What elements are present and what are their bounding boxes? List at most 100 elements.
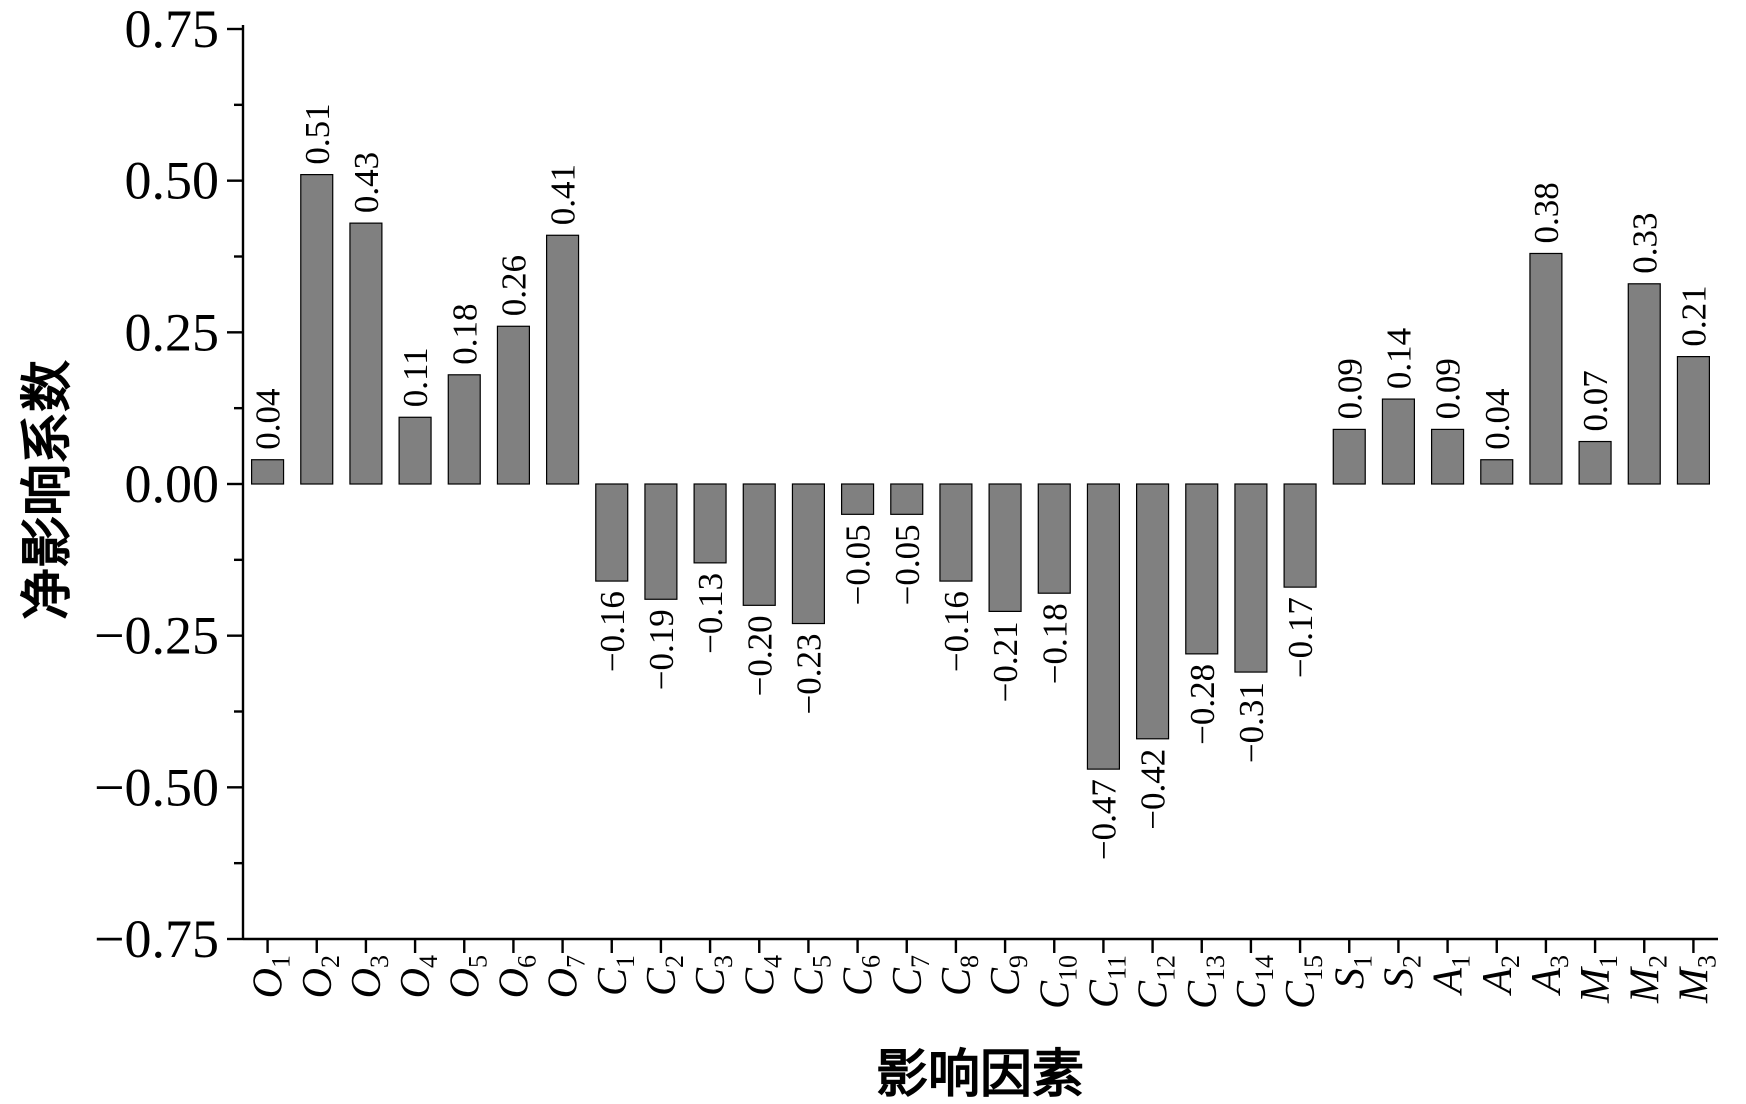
- x-tick-label: O1: [246, 955, 296, 998]
- y-tick-label: 0.50: [125, 151, 220, 211]
- x-tick-label: C12: [1131, 955, 1181, 1009]
- x-tick-label: S1: [1327, 955, 1377, 989]
- bar: [496, 325, 531, 485]
- x-tick-label: C2: [639, 955, 689, 996]
- data-label: 0.41: [544, 164, 583, 225]
- data-label: 0.51: [298, 103, 337, 164]
- bar: [890, 483, 924, 515]
- bar: [1430, 428, 1465, 485]
- data-label: 0.04: [249, 388, 288, 449]
- data-label: 0.43: [347, 152, 386, 213]
- x-tick-label: O5: [442, 955, 492, 998]
- data-label: 0.33: [1625, 213, 1664, 274]
- bar: [300, 174, 334, 485]
- bar: [1283, 483, 1317, 588]
- bar: [693, 483, 727, 564]
- data-label: −0.47: [1084, 779, 1123, 860]
- bar: [1627, 283, 1661, 485]
- x-tick-label: O3: [344, 955, 394, 998]
- x-tick-label: M1: [1573, 955, 1623, 1004]
- y-tick-label: 0.25: [125, 302, 220, 362]
- bar: [742, 483, 776, 606]
- bar: [1676, 356, 1710, 485]
- x-tick-label: C15: [1278, 955, 1328, 1009]
- bar: [1480, 459, 1514, 485]
- data-label: 0.07: [1576, 370, 1615, 431]
- data-label: 0.09: [1429, 358, 1468, 419]
- bar: [398, 416, 432, 485]
- x-tick-label: O2: [295, 955, 345, 998]
- bar: [1381, 398, 1415, 485]
- axes-layer: [227, 25, 1718, 953]
- bar: [1578, 440, 1612, 485]
- data-label: −0.31: [1232, 682, 1271, 763]
- data-label: −0.20: [740, 615, 779, 696]
- x-tick-label: C6: [836, 955, 886, 996]
- data-label: −0.18: [1035, 603, 1074, 684]
- x-tick-label: C7: [885, 955, 935, 996]
- bar: [1037, 483, 1071, 594]
- x-tick-label: M3: [1671, 955, 1721, 1004]
- x-tick-label: A1: [1426, 955, 1476, 997]
- data-label: −0.05: [888, 524, 927, 605]
- x-tick-label: S2: [1376, 955, 1426, 989]
- x-tick-label: C9: [983, 955, 1033, 996]
- bar: [349, 222, 383, 485]
- x-tick-label: O7: [541, 955, 591, 998]
- y-tick-label: 0.00: [125, 454, 220, 514]
- x-tick-label: A3: [1524, 955, 1574, 997]
- bar: [840, 483, 875, 515]
- data-label: 0.38: [1527, 182, 1566, 243]
- x-tick-label: C10: [1032, 955, 1082, 1009]
- x-tick-label: C8: [934, 955, 984, 996]
- bar: [988, 483, 1022, 613]
- bar: [1086, 483, 1120, 770]
- bar: [1135, 483, 1170, 740]
- x-tick-label: C3: [688, 955, 738, 996]
- data-label: −0.13: [691, 573, 730, 654]
- data-label: −0.21: [986, 621, 1025, 702]
- data-label: 0.21: [1674, 285, 1713, 346]
- bar: [1234, 483, 1268, 673]
- x-tick-label: C11: [1081, 955, 1131, 1008]
- bar: [447, 374, 481, 485]
- bar: [791, 483, 826, 625]
- y-tick-label: 0.75: [125, 0, 220, 59]
- data-label: −0.19: [642, 609, 681, 690]
- data-label: −0.17: [1281, 597, 1320, 678]
- x-tick-label: M2: [1622, 955, 1672, 1004]
- bar: [595, 483, 629, 582]
- y-tick-label: −0.75: [94, 909, 219, 969]
- labels-layer: 0.04 0.51 0.43 0.11 0.18 0.26 0.41 −0.16 −0.19 −0…: [94, 0, 1721, 1009]
- x-tick-label: C1: [590, 955, 640, 996]
- bar: [1529, 252, 1563, 485]
- data-label: −0.28: [1183, 664, 1222, 745]
- bar: [1332, 428, 1366, 485]
- x-tick-label: C14: [1229, 955, 1279, 1009]
- y-tick-label: −0.50: [94, 757, 219, 817]
- data-label: −0.42: [1134, 749, 1173, 830]
- data-label: −0.23: [789, 634, 828, 715]
- x-tick-label: C13: [1180, 955, 1230, 1009]
- data-label: 0.18: [445, 304, 484, 365]
- bar: [939, 483, 973, 582]
- bar: [251, 459, 285, 485]
- bars-layer: [251, 174, 1710, 770]
- x-tick-label: O6: [491, 955, 541, 998]
- data-label: 0.14: [1379, 328, 1418, 389]
- bar: [1185, 483, 1219, 655]
- x-tick-label: C5: [786, 955, 836, 996]
- y-tick-label: −0.25: [94, 606, 219, 666]
- x-tick-label: C4: [737, 955, 787, 996]
- data-label: 0.26: [494, 255, 533, 316]
- bar: [545, 234, 580, 485]
- data-label: −0.16: [937, 591, 976, 672]
- x-tick-label: A2: [1475, 955, 1525, 997]
- x-axis-title: 影响因素: [876, 1045, 1084, 1104]
- bar: [644, 483, 678, 600]
- data-label: 0.04: [1478, 388, 1517, 449]
- data-label: −0.16: [593, 591, 632, 672]
- y-axis-title: 净影响系数: [18, 360, 78, 620]
- data-label: 0.09: [1330, 358, 1369, 419]
